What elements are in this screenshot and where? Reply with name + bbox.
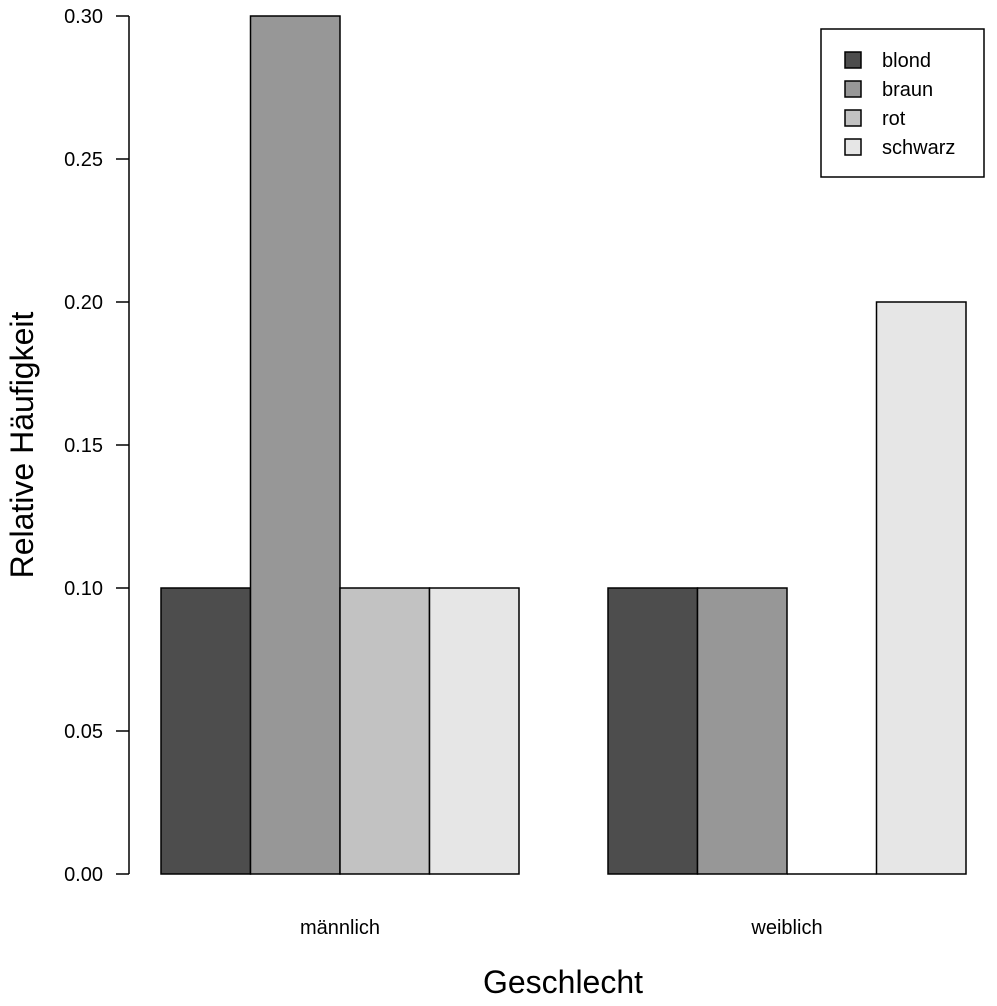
x-axis-title: Geschlecht [483,964,643,1000]
legend-label-braun: braun [882,79,933,101]
legend-swatch-rot [844,109,862,127]
bar-braun-männlich [249,15,341,875]
legend-swatch-schwarz [844,138,862,156]
y-axis: 0.00 0.05 0.10 0.15 0.20 0.25 0.30 [64,6,130,886]
bars [160,15,967,875]
legend-swatch-braun [844,80,862,98]
bar-blond-männlich [160,587,252,875]
y-axis-title: Relative Häufigkeit [4,311,40,578]
legend-swatch-blond [844,51,862,69]
legend-label-schwarz: schwarz [882,137,955,159]
bar-schwarz-weiblich [875,301,967,875]
legend: blond braun rot schwarz [820,28,985,178]
bar-blond-weiblich [607,587,699,875]
y-tick-label: 0.15 [64,435,103,457]
y-tick-label: 0.10 [64,578,103,600]
x-category-label: weiblich [750,917,822,939]
y-tick-label: 0.05 [64,721,103,743]
bar-braun-weiblich [696,587,788,875]
x-category-labels: männlich weiblich [300,917,823,939]
y-tick-label: 0.30 [64,6,103,28]
y-tick-label: 0.20 [64,292,103,314]
legend-label-rot: rot [882,108,906,130]
y-tick-label: 0.00 [64,864,103,886]
bar-rot-männlich [339,587,431,875]
y-tick-label: 0.25 [64,149,103,171]
bar-schwarz-männlich [428,587,520,875]
x-category-label: männlich [300,917,380,939]
legend-label-blond: blond [882,50,931,72]
